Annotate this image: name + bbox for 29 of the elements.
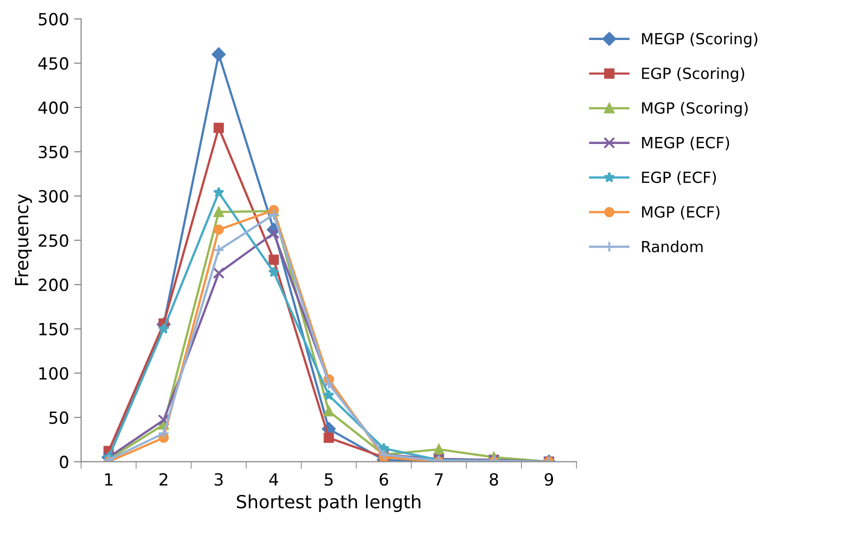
x-axis-title: Shortest path length <box>236 494 420 512</box>
x-tick-label: 5 <box>324 473 333 486</box>
x-tick-label: 9 <box>544 473 554 486</box>
x-tick-label: 8 <box>490 473 498 486</box>
y-tick-label: 100 <box>39 367 68 380</box>
x-tick-label: 7 <box>434 473 443 486</box>
y-tick-label: 400 <box>38 101 68 114</box>
y-axis-title: Frequency <box>15 194 32 286</box>
y-tick-label: 200 <box>38 278 68 292</box>
x-tick-label: 2 <box>160 473 168 486</box>
x-tick-label: 3 <box>214 473 223 486</box>
y-tick-label: 500 <box>38 12 68 26</box>
y-tick-label: 450 <box>38 57 68 70</box>
x-tick-label: 4 <box>269 473 278 486</box>
legend-label: MEGP (Scoring) <box>642 32 758 48</box>
y-tick-label: 0 <box>60 456 68 468</box>
legend-label: MGP (Scoring) <box>642 102 748 117</box>
y-tick-label: 300 <box>38 190 68 203</box>
y-tick-label: 250 <box>38 234 68 247</box>
legend-label: EGP (Scoring) <box>642 67 744 82</box>
legend-label: EGP (ECF) <box>642 171 716 185</box>
x-tick-label: 6 <box>380 473 388 486</box>
y-tick-label: 50 <box>49 411 68 424</box>
y-tick-label: 350 <box>38 146 68 158</box>
y-tick-label: 150 <box>39 322 68 336</box>
x-tick-label: 1 <box>105 473 112 486</box>
legend-label: MGP (ECF) <box>642 206 720 220</box>
legend-label: Random <box>642 240 703 252</box>
legend-label: MEGP (ECF) <box>642 136 730 150</box>
